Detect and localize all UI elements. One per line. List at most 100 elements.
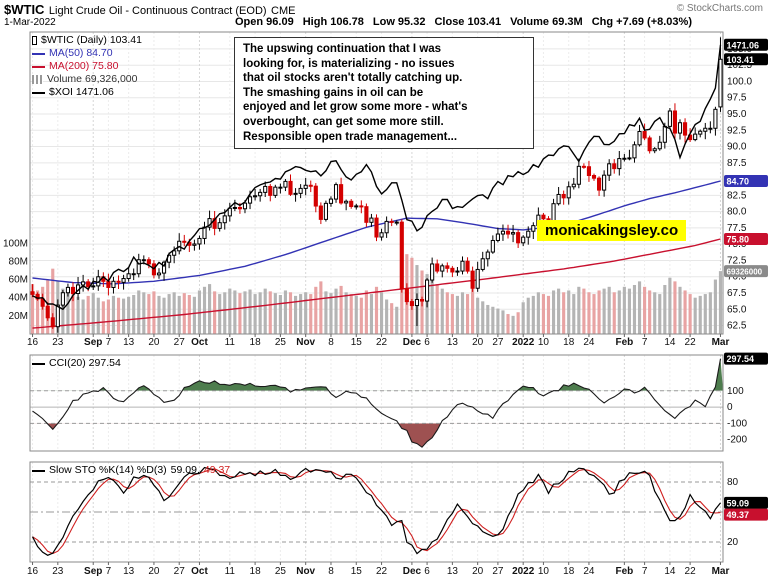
legend-label: MA(200) 75.80 (49, 60, 119, 72)
xoi-line (32, 44, 722, 311)
svg-text:20: 20 (472, 566, 484, 577)
svg-text:27: 27 (492, 566, 504, 577)
ma50-line-icon (32, 52, 45, 55)
cci-line-icon (32, 362, 45, 365)
svg-text:16: 16 (27, 566, 39, 577)
value-box (724, 508, 768, 521)
svg-text:10: 10 (538, 337, 550, 348)
svg-text:27: 27 (492, 337, 504, 348)
svg-text:2022: 2022 (512, 566, 535, 577)
svg-text:20: 20 (148, 566, 160, 577)
quote-row: 1-Mar-2022 Open 96.09 High 106.78 Low 95.3… (4, 16, 765, 29)
svg-text:7: 7 (642, 566, 648, 577)
legend-item: MA(50) 84.70 (32, 47, 142, 60)
quote-value: 96.09 (263, 16, 294, 28)
svg-text:Oct: Oct (191, 337, 208, 348)
legend-label: MA(50) 84.70 (49, 47, 113, 59)
svg-text:77.5: 77.5 (727, 223, 747, 234)
value-box (724, 496, 768, 509)
ma200-line-icon (32, 65, 45, 68)
value-box (724, 175, 768, 188)
volume-bars-icon (32, 75, 43, 84)
svg-text:8: 8 (328, 566, 334, 577)
svg-text:10: 10 (538, 566, 550, 577)
svg-text:87.5: 87.5 (727, 158, 747, 169)
quote-value: 103.41 (464, 16, 502, 28)
svg-text:25: 25 (275, 337, 287, 348)
svg-text:100M: 100M (3, 238, 28, 249)
quote-label: Chg (591, 16, 614, 28)
exchange: CME (271, 5, 296, 17)
sto-k-line (31, 466, 721, 556)
svg-text:100.0: 100.0 (727, 76, 752, 87)
price-legend: $WTIC (Daily) 103.41 MA(50) 84.70 MA(200) … (32, 34, 142, 99)
cci-legend-label: CCI(20) 297.54 (49, 357, 121, 369)
axis-labels: 62.565.067.570.072.575.077.580.082.585.0… (3, 44, 752, 577)
sto-legend: Slow STO %K(14) %D(3) 59.09, 49.37 (32, 464, 230, 477)
svg-text:24: 24 (583, 337, 595, 348)
svg-text:2022: 2022 (512, 337, 535, 348)
legend-item: Volume 69,326,000 (32, 73, 142, 86)
value-box (724, 352, 768, 365)
quote-label: Close (434, 16, 465, 28)
svg-text:7: 7 (642, 337, 648, 348)
svg-text:Sep: Sep (84, 566, 102, 577)
svg-text:0: 0 (727, 402, 733, 413)
chart-header: $WTIC Light Crude Oil - Continuous Contr… (4, 1, 765, 17)
value-box (724, 38, 768, 51)
svg-text:6: 6 (424, 337, 430, 348)
sto-d-value: 49.37 (203, 464, 231, 476)
svg-text:Feb: Feb (615, 337, 633, 348)
chart-date: 1-Mar-2022 (4, 17, 56, 28)
svg-text:27: 27 (174, 337, 186, 348)
svg-text:62.5: 62.5 (727, 321, 747, 332)
svg-text:11: 11 (225, 566, 236, 577)
svg-text:Mar: Mar (712, 566, 730, 577)
axis-value-boxes: 1471.06 103.41 84.70 75.80 69326000 297.54 59.… (724, 38, 768, 521)
quote-label: Volume (510, 16, 550, 28)
svg-text:75.80: 75.80 (727, 234, 750, 244)
svg-text:27: 27 (174, 566, 186, 577)
quote-value: 106.78 (327, 16, 364, 28)
quote-value: +7.69 (+8.03%) (613, 16, 692, 28)
watermark: monicakingsley.co (537, 220, 687, 241)
panel-border (29, 354, 724, 452)
cci-line (32, 358, 722, 448)
svg-text:15: 15 (351, 337, 363, 348)
svg-text:80: 80 (727, 477, 739, 488)
quote-value: 69.3M (549, 16, 583, 28)
candlestick-icon (32, 36, 37, 45)
svg-text:82.5: 82.5 (727, 190, 747, 201)
cci-legend: CCI(20) 297.54 (32, 357, 121, 370)
svg-text:22: 22 (685, 337, 697, 348)
ohlc-quote: Open 96.09 High 106.78 Low 95.32 Close 103.… (226, 16, 692, 28)
chart-title: Light Crude Oil - Continuous Contract (E… (48, 5, 267, 17)
quote-label: High (302, 16, 328, 28)
svg-text:100: 100 (727, 386, 744, 397)
svg-text:22: 22 (685, 566, 697, 577)
svg-text:-100: -100 (727, 418, 747, 429)
svg-text:22: 22 (376, 566, 388, 577)
svg-text:24: 24 (583, 566, 595, 577)
svg-text:72.5: 72.5 (727, 255, 747, 266)
svg-text:18: 18 (563, 566, 575, 577)
legend-item: $XOI 1471.06 (32, 86, 142, 99)
svg-text:Oct: Oct (191, 566, 208, 577)
legend-item: CCI(20) 297.54 (32, 357, 121, 370)
svg-text:97.5: 97.5 (727, 93, 747, 104)
svg-text:102.5: 102.5 (727, 60, 752, 71)
stockcharts-credit: © StockCharts.com (676, 3, 763, 14)
svg-text:80M: 80M (9, 256, 28, 267)
sto-d-line (32, 468, 721, 555)
svg-text:25: 25 (275, 566, 287, 577)
svg-text:80.0: 80.0 (727, 207, 747, 218)
cci-overbought-fill (99, 358, 723, 391)
svg-text:8: 8 (328, 337, 334, 348)
svg-text:6: 6 (424, 566, 430, 577)
svg-text:297.54: 297.54 (727, 354, 755, 364)
svg-text:70.0: 70.0 (727, 272, 747, 283)
svg-text:18: 18 (250, 337, 262, 348)
svg-text:67.5: 67.5 (727, 288, 747, 299)
svg-text:13: 13 (123, 566, 135, 577)
